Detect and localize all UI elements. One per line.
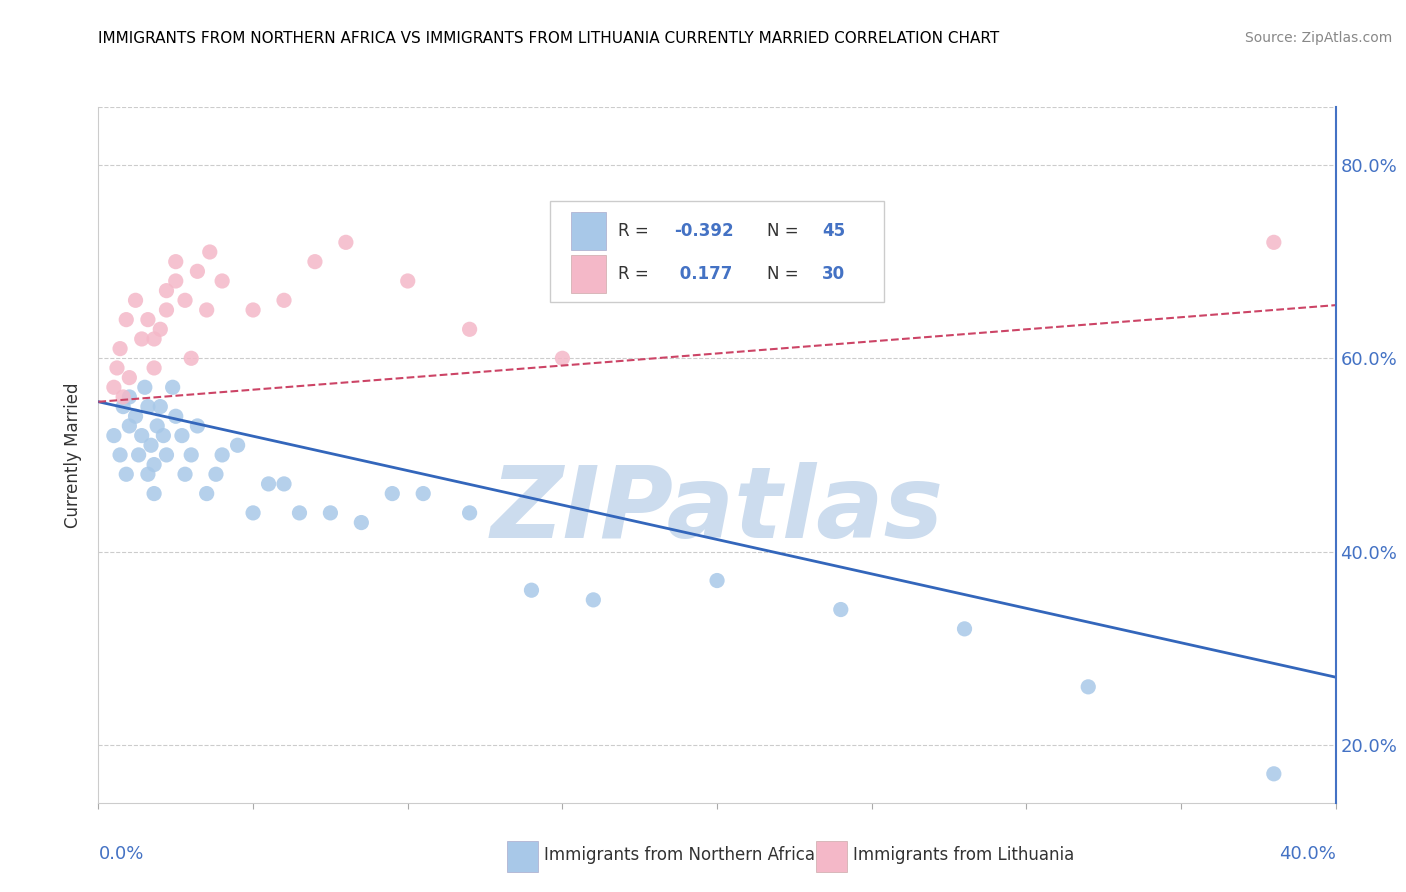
Text: 0.0%: 0.0% <box>98 845 143 863</box>
Point <box>155 303 177 318</box>
Point <box>520 583 543 598</box>
Point <box>124 409 146 424</box>
Text: IMMIGRANTS FROM NORTHERN AFRICA VS IMMIGRANTS FROM LITHUANIA CURRENTLY MARRIED C: IMMIGRANTS FROM NORTHERN AFRICA VS IMMIG… <box>98 31 1000 46</box>
Point <box>335 235 357 250</box>
Point <box>1263 235 1285 250</box>
Text: R =: R = <box>619 222 654 240</box>
FancyBboxPatch shape <box>550 201 884 301</box>
Point <box>195 303 218 318</box>
Point <box>149 322 172 336</box>
Point <box>112 390 135 404</box>
Text: 45: 45 <box>823 222 845 240</box>
Point <box>180 351 202 366</box>
Point <box>706 574 728 588</box>
Point <box>174 467 197 482</box>
Point <box>112 400 135 414</box>
Point <box>304 254 326 268</box>
Point <box>108 448 131 462</box>
Point <box>288 506 311 520</box>
Text: N =: N = <box>766 265 803 283</box>
Point <box>953 622 976 636</box>
Point <box>582 592 605 607</box>
Text: 0.177: 0.177 <box>673 265 733 283</box>
Point <box>198 245 221 260</box>
Point <box>350 516 373 530</box>
Point <box>195 486 218 500</box>
Point <box>136 467 159 482</box>
Point <box>118 370 141 384</box>
Text: R =: R = <box>619 265 654 283</box>
Point <box>165 254 187 268</box>
Bar <box>571 211 606 250</box>
Point <box>146 419 169 434</box>
Point <box>319 506 342 520</box>
Point <box>108 342 131 356</box>
Point <box>211 274 233 288</box>
Point <box>165 274 187 288</box>
Text: -0.392: -0.392 <box>673 222 734 240</box>
Point <box>226 438 249 452</box>
Point <box>115 312 138 326</box>
Point <box>143 458 166 472</box>
Point <box>134 380 156 394</box>
Point <box>186 264 208 278</box>
Point <box>211 448 233 462</box>
Bar <box>815 841 846 872</box>
Text: Source: ZipAtlas.com: Source: ZipAtlas.com <box>1244 31 1392 45</box>
Point <box>257 476 280 491</box>
Point <box>128 448 150 462</box>
Bar <box>506 841 537 872</box>
Point <box>242 506 264 520</box>
Point <box>458 506 481 520</box>
Point <box>124 293 146 308</box>
Point <box>155 284 177 298</box>
Point <box>551 351 574 366</box>
Point <box>131 428 153 442</box>
Point <box>118 419 141 434</box>
Point <box>143 486 166 500</box>
Point <box>136 312 159 326</box>
Point <box>103 428 125 442</box>
Point <box>105 361 128 376</box>
Text: N =: N = <box>766 222 803 240</box>
Point <box>273 476 295 491</box>
Point <box>273 293 295 308</box>
Point <box>165 409 187 424</box>
Point <box>149 400 172 414</box>
Point <box>139 438 162 452</box>
Point <box>174 293 197 308</box>
Text: Immigrants from Lithuania: Immigrants from Lithuania <box>853 846 1074 864</box>
Text: Immigrants from Northern Africa: Immigrants from Northern Africa <box>544 846 815 864</box>
Point <box>143 332 166 346</box>
Point <box>381 486 404 500</box>
Point <box>180 448 202 462</box>
Point <box>1077 680 1099 694</box>
Point <box>1263 766 1285 781</box>
Point <box>830 602 852 616</box>
Point <box>242 303 264 318</box>
Point <box>396 274 419 288</box>
Text: ZIPatlas: ZIPatlas <box>491 462 943 559</box>
Point <box>136 400 159 414</box>
Point <box>131 332 153 346</box>
Text: 40.0%: 40.0% <box>1279 845 1336 863</box>
Point <box>162 380 184 394</box>
Point <box>412 486 434 500</box>
Point <box>205 467 228 482</box>
Point <box>170 428 193 442</box>
Point <box>155 448 177 462</box>
Point <box>143 361 166 376</box>
Point <box>152 428 174 442</box>
Y-axis label: Currently Married: Currently Married <box>65 382 83 528</box>
Text: 30: 30 <box>823 265 845 283</box>
Point <box>103 380 125 394</box>
Point <box>186 419 208 434</box>
Point <box>458 322 481 336</box>
Point <box>118 390 141 404</box>
Point <box>115 467 138 482</box>
Bar <box>571 255 606 293</box>
